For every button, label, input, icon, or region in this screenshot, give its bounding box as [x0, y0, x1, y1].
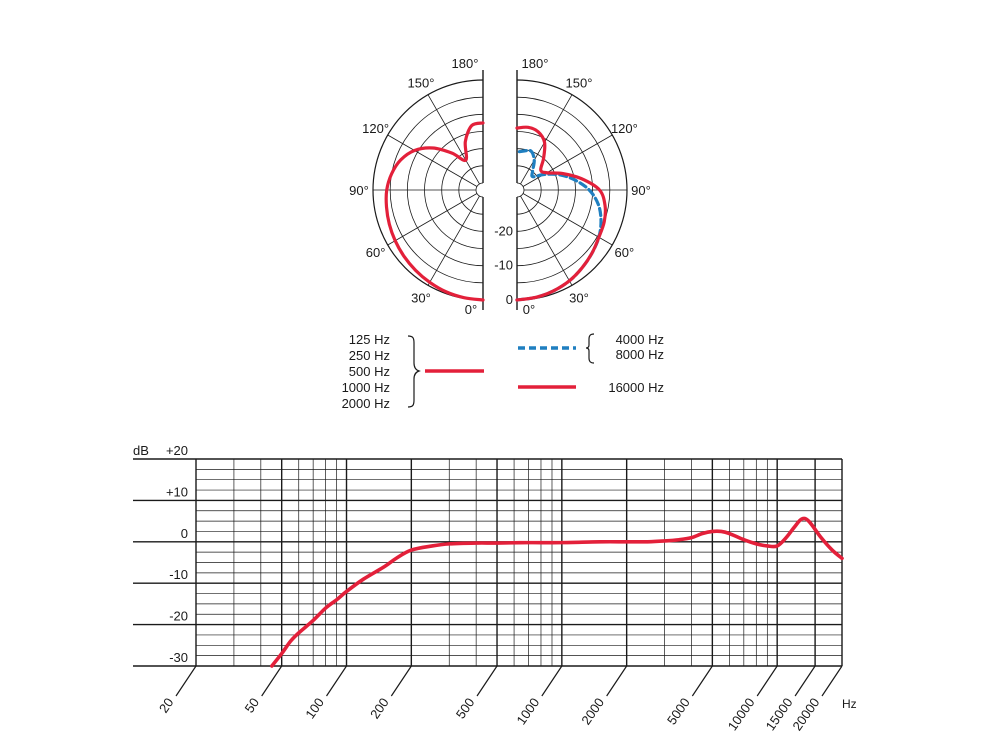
polar-spoke — [520, 195, 573, 286]
polar-spoke — [520, 94, 573, 185]
polar-angle-label-left: 180° — [452, 56, 479, 71]
legend-brace-right — [585, 333, 595, 364]
freq-x-tick-mark — [390, 665, 412, 697]
freq-x-tick-label: 5000 — [664, 695, 693, 727]
legend-freq-label: 500 Hz — [349, 364, 390, 379]
polar-spoke — [387, 193, 478, 246]
polar-angle-label-left: 0° — [465, 302, 477, 317]
polar-angle-label-right: 30° — [569, 290, 589, 305]
polar-angle-label-right: 150° — [566, 76, 593, 91]
legend-group-high: 16000 Hz — [608, 380, 664, 395]
polar-spoke — [387, 134, 478, 187]
polar-radial-label: -10 — [494, 258, 513, 273]
polar-angle-label-right: 90° — [631, 183, 651, 198]
legend-freq-label: 250 Hz — [349, 348, 390, 363]
polar-angle-label-left: 150° — [408, 76, 435, 91]
polar-angle-label-left: 90° — [349, 183, 369, 198]
polar-radial-label: -20 — [494, 223, 513, 238]
freq-y-tick-label: 0 — [181, 526, 188, 541]
freq-x-tick-label: 50 — [242, 695, 263, 715]
frequency-response-line — [270, 516, 844, 668]
freq-x-tick-mark — [821, 665, 843, 697]
legend-freq-label: 125 Hz — [349, 332, 390, 347]
freq-x-tick-mark — [476, 665, 498, 697]
frequency-y-tick-labels: +20 +10 0 -10 -20 -30 — [166, 443, 188, 665]
freq-x-tick-label: 2000 — [578, 695, 607, 727]
polar-angle-labels: 0° 0° 30° 30° 60° 60° 90° 90° 120° 120° 150° 150° 18… — [349, 56, 651, 317]
polar-series-solid — [384, 121, 485, 302]
legend-freq-label: 16000 Hz — [608, 380, 664, 395]
polar-center-ring — [516, 182, 525, 198]
polar-angle-label-right: 60° — [615, 245, 635, 260]
polar-curves — [384, 121, 608, 302]
polar-pattern-chart: 0° 0° 30° 30° 60° 60° 90° 90° 120° 120° 150° 150° 18… — [349, 56, 651, 317]
freq-y-tick-label: +20 — [166, 443, 188, 458]
freq-x-tick-mark — [541, 665, 563, 697]
freq-x-tick-mark — [326, 665, 348, 697]
frequency-curve — [270, 516, 844, 668]
polar-spoke — [522, 193, 613, 246]
freq-y-tick-label: -10 — [169, 567, 188, 582]
x-axis-label: Hz — [842, 697, 857, 711]
polar-angle-label-left: 120° — [362, 121, 389, 136]
freq-x-tick-label: 20 — [156, 695, 177, 715]
freq-x-tick-mark — [794, 665, 816, 697]
freq-x-tick-mark — [606, 665, 628, 697]
polar-radial-label: 0 — [506, 292, 513, 307]
polar-center-ring — [475, 182, 484, 198]
freq-y-tick-label: -30 — [169, 650, 188, 665]
legend-freq-label: 1000 Hz — [342, 380, 390, 395]
freq-y-tick-label: -20 — [169, 609, 188, 624]
polar-angle-label-left: 60° — [366, 245, 386, 260]
freq-x-tick-mark — [756, 665, 778, 697]
frequency-response-chart: 20 50 100 200 500 1000 2000 5000 10000 1500020000… — [133, 443, 857, 733]
frequency-grid — [133, 458, 843, 667]
legend-brace-left — [407, 335, 421, 408]
freq-y-tick-label: +10 — [166, 484, 188, 499]
freq-x-tick-mark — [261, 665, 283, 697]
polar-spoke — [427, 94, 480, 185]
polar-spoke — [522, 134, 613, 187]
freq-x-tick-label: 10000 — [725, 695, 758, 733]
polar-angle-label-right: 120° — [611, 121, 638, 136]
polar-angle-label-right: 180° — [522, 56, 549, 71]
polar-angle-label-right: 0° — [523, 302, 535, 317]
freq-x-tick-label: 20000 — [789, 695, 822, 733]
y-axis-label: dB — [133, 443, 149, 458]
legend-freq-label: 4000 Hz — [616, 332, 664, 347]
polar-radial-labels: 0 -10 -20 — [494, 223, 513, 307]
legend-freq-label: 8000 Hz — [616, 347, 664, 362]
freq-x-tick-label: 100 — [302, 695, 327, 721]
freq-x-tick-mark — [175, 665, 197, 697]
polar-series-solid — [515, 125, 608, 302]
polar-spoke — [427, 195, 480, 286]
legend-freq-label: 2000 Hz — [342, 396, 390, 411]
freq-x-tick-label: 200 — [367, 695, 392, 721]
polar-angle-label-left: 30° — [411, 290, 431, 305]
freq-x-tick-label: 1000 — [513, 695, 542, 727]
freq-x-tick-label: 15000 — [763, 695, 796, 733]
freq-x-tick-label: 500 — [453, 695, 478, 721]
freq-x-tick-mark — [691, 665, 713, 697]
